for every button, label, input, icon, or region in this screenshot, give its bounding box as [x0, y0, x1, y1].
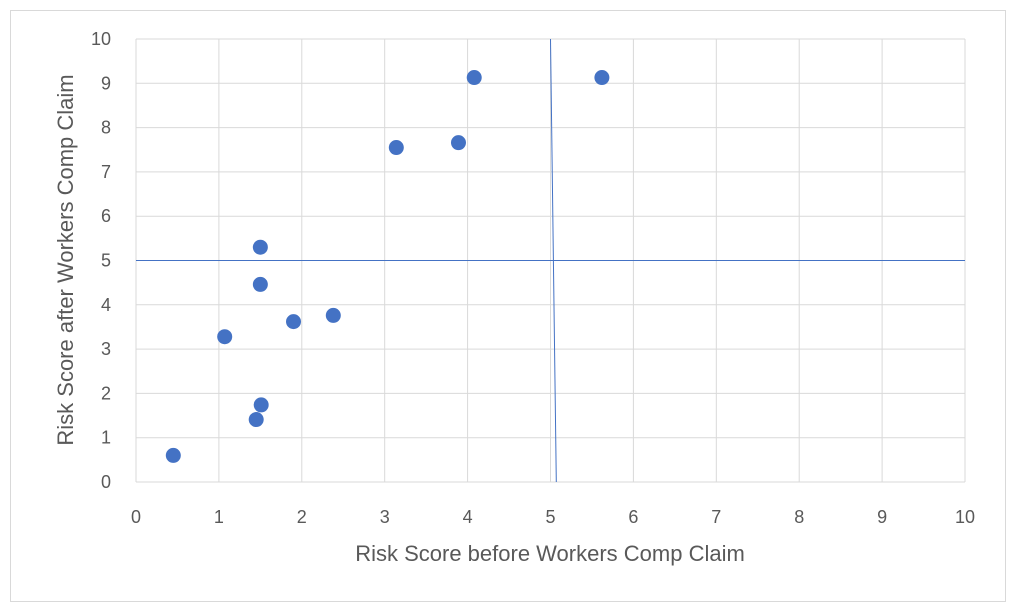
- data-point: [253, 397, 269, 413]
- data-point: [252, 276, 268, 292]
- y-tick-label: 8: [101, 118, 111, 138]
- data-point: [450, 135, 466, 151]
- y-tick-label: 4: [101, 295, 111, 315]
- chart-frame: [10, 10, 1006, 602]
- data-point: [286, 314, 302, 330]
- x-axis-title: Risk Score before Workers Comp Claim: [355, 541, 745, 566]
- x-tick-label: 7: [711, 507, 721, 527]
- y-tick-label: 9: [101, 73, 111, 93]
- y-tick-label: 7: [101, 162, 111, 182]
- y-tick-label: 10: [91, 29, 111, 49]
- x-tick-label: 6: [628, 507, 638, 527]
- data-point: [248, 412, 264, 428]
- data-point: [217, 329, 233, 345]
- tick-labels: 0 1 2 3 4 5 6 7 8 9 10 0 1 2 3 4 5 6 7 8 9 10: [91, 29, 975, 527]
- x-tick-label: 3: [380, 507, 390, 527]
- x-tick-label: 4: [463, 507, 473, 527]
- data-point: [388, 140, 404, 156]
- reference-lines: [136, 38, 965, 483]
- data-point: [594, 70, 610, 86]
- x-tick-label: 9: [877, 507, 887, 527]
- y-tick-label: 0: [101, 472, 111, 492]
- y-tick-label: 2: [101, 383, 111, 403]
- y-tick-label: 6: [101, 206, 111, 226]
- data-point: [165, 447, 181, 463]
- data-point: [252, 239, 268, 255]
- x-tick-label: 5: [545, 507, 555, 527]
- x-tick-label: 8: [794, 507, 804, 527]
- data-point: [325, 307, 341, 323]
- x-tick-label: 10: [955, 507, 975, 527]
- y-tick-label: 1: [101, 428, 111, 448]
- y-tick-label: 5: [101, 251, 111, 271]
- x-tick-label: 0: [131, 507, 141, 527]
- y-axis-title: Risk Score after Workers Comp Claim: [53, 74, 78, 445]
- y-tick-label: 3: [101, 339, 111, 359]
- data-point: [466, 70, 482, 86]
- vertical-reference-line: [550, 38, 557, 483]
- x-tick-label: 2: [297, 507, 307, 527]
- x-tick-label: 1: [214, 507, 224, 527]
- data-points: [165, 70, 610, 463]
